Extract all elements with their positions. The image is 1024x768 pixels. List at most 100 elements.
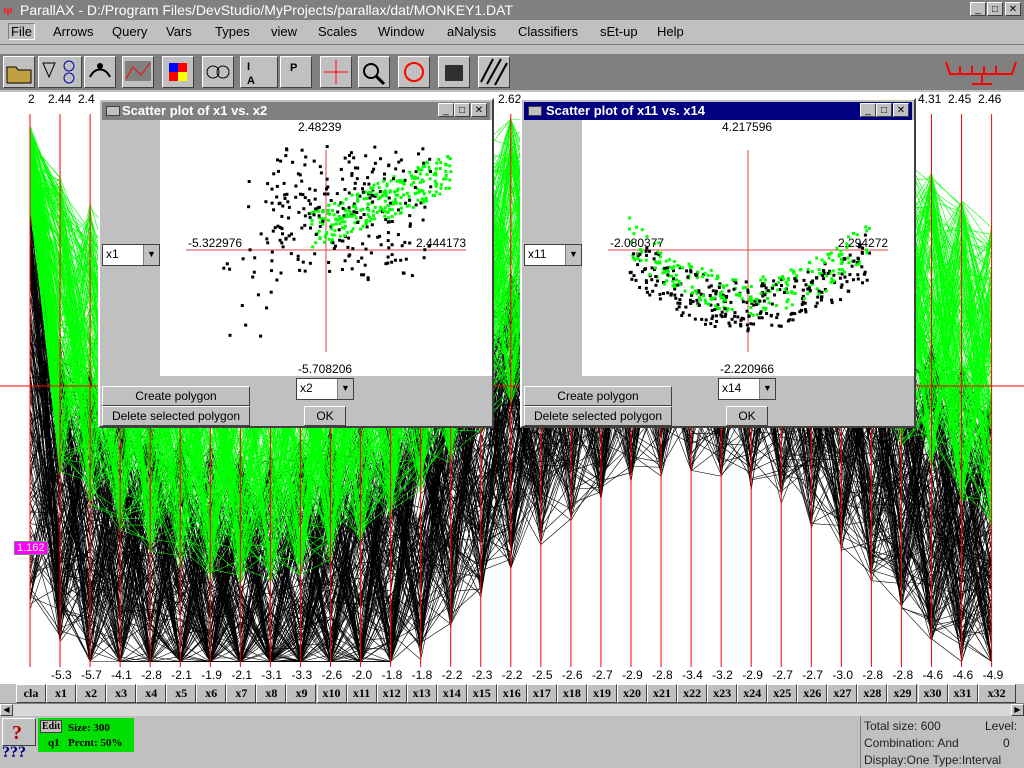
scatter-plot-area[interactable]: 2.48239 -5.708206 -5.322976 2.444173	[160, 120, 492, 376]
create-polygon-button[interactable]: Create polygon	[524, 386, 672, 406]
x-max-label: 2.444173	[416, 236, 467, 250]
axis-label-x23[interactable]: x23	[707, 684, 738, 703]
menu-vars[interactable]: Vars	[166, 24, 192, 39]
axis-label-x15[interactable]: x15	[466, 684, 497, 703]
rotate-icon[interactable]	[398, 56, 430, 88]
ok-button[interactable]: OK	[304, 406, 346, 426]
menu-types[interactable]: Types	[215, 24, 250, 39]
axis-label-x18[interactable]: x18	[556, 684, 587, 703]
horizontal-scrollbar[interactable]: ◀ ▶	[0, 703, 1024, 717]
minimize-button[interactable]: _	[970, 2, 986, 16]
menu-view[interactable]: view	[271, 24, 298, 39]
delete-polygon-button[interactable]: Delete selected polygon	[524, 406, 672, 426]
menu-setup[interactable]: sEt-up	[600, 24, 638, 39]
printer-icon[interactable]	[438, 56, 470, 88]
axis-label-x21[interactable]: x21	[647, 684, 678, 703]
dialog-minimize-button[interactable]: _	[860, 103, 876, 117]
dialog-close-button[interactable]: ✕	[471, 103, 487, 117]
top-tick: 2.44	[48, 92, 72, 106]
links-icon[interactable]	[202, 56, 234, 88]
scatter-dialog-x1-x2[interactable]: Scatter plot of x1 vs. x2 _ □ ✕ 2.48239 …	[98, 98, 494, 428]
axis-label-x11[interactable]: x11	[346, 684, 377, 703]
scatter-canvas[interactable]	[582, 120, 914, 376]
menu-window[interactable]: Window	[378, 24, 425, 39]
chevron-down-icon[interactable]: ▼	[337, 379, 353, 399]
axis-label-x8[interactable]: x8	[256, 684, 287, 703]
help-question-icon[interactable]: ?	[2, 718, 36, 746]
axis-label-x30[interactable]: x30	[917, 684, 948, 703]
chevron-down-icon[interactable]: ▼	[565, 245, 581, 265]
axis-label-x27[interactable]: x27	[827, 684, 858, 703]
pattern-icon[interactable]	[478, 56, 510, 88]
close-button[interactable]: ✕	[1005, 2, 1021, 16]
axis-label-x28[interactable]: x28	[857, 684, 888, 703]
axis-label-x24[interactable]: x24	[737, 684, 768, 703]
graph-icon[interactable]	[122, 56, 154, 88]
edit-button[interactable]: Edit	[40, 720, 63, 733]
axis-label-x20[interactable]: x20	[617, 684, 647, 703]
axis-label-x3[interactable]: x3	[106, 684, 137, 703]
axis-label-x5[interactable]: x5	[166, 684, 197, 703]
magnify-icon[interactable]	[358, 56, 390, 88]
bottom-tick: -3.2	[712, 668, 733, 682]
scatter-plot-area[interactable]: 4.217596 -2.220966 -2.080377 2.294272	[582, 120, 914, 376]
scatter-dialog-x11-x14[interactable]: Scatter plot of x11 vs. x14 _ □ ✕ 4.2175…	[520, 98, 916, 428]
ok-button[interactable]: OK	[726, 406, 768, 426]
axis-label-x17[interactable]: x17	[526, 684, 557, 703]
axis-label-cla[interactable]: cla	[16, 684, 46, 703]
axis-label-x4[interactable]: x4	[136, 684, 167, 703]
dialog-close-button[interactable]: ✕	[893, 103, 909, 117]
axis-label-x6[interactable]: x6	[196, 684, 227, 703]
cube-icon[interactable]	[162, 56, 194, 88]
axis-label-x29[interactable]: x29	[887, 684, 918, 703]
x-variable-select[interactable]: x11 ▼	[524, 244, 582, 266]
axis-label-x13[interactable]: x13	[406, 684, 437, 703]
delete-polygon-button[interactable]: Delete selected polygon	[102, 406, 250, 426]
chevron-down-icon[interactable]: ▼	[759, 379, 775, 399]
axis-label-x22[interactable]: x22	[677, 684, 708, 703]
dialog-maximize-button[interactable]: □	[454, 103, 470, 117]
scroll-left-icon[interactable]: ◀	[0, 704, 13, 716]
menu-analysis[interactable]: aNalysis	[447, 24, 497, 39]
axis-label-x14[interactable]: x14	[436, 684, 467, 703]
open-folder-icon[interactable]	[3, 56, 35, 88]
menu-file[interactable]: File	[8, 23, 35, 40]
dialog-title-bar[interactable]: Scatter plot of x11 vs. x14	[524, 102, 912, 120]
maximize-button[interactable]: □	[987, 2, 1003, 16]
what-is-icon[interactable]: ???	[2, 744, 26, 761]
marker-value-badge[interactable]: 1.162	[14, 541, 48, 555]
axis-label-x2[interactable]: x2	[76, 684, 107, 703]
axis-label-x9[interactable]: x9	[286, 684, 317, 703]
axis-label-x25[interactable]: x25	[767, 684, 798, 703]
menu-classifiers[interactable]: Classifiers	[518, 24, 578, 39]
y-variable-select[interactable]: x2 ▼	[296, 378, 354, 400]
y-variable-select[interactable]: x14 ▼	[718, 378, 776, 400]
axis-label-x16[interactable]: x16	[496, 684, 527, 703]
query-icon[interactable]	[84, 56, 116, 88]
chevron-down-icon[interactable]: ▼	[143, 245, 159, 265]
menu-query[interactable]: Query	[112, 24, 148, 39]
axis-label-x32[interactable]: x32	[977, 684, 1016, 703]
dialog-minimize-button[interactable]: _	[438, 103, 454, 117]
axis-label-x12[interactable]: x12	[376, 684, 407, 703]
dialog-title-bar[interactable]: Scatter plot of x1 vs. x2	[102, 102, 490, 120]
paint-icon[interactable]: P	[280, 56, 312, 88]
dialog-maximize-button[interactable]: □	[876, 103, 892, 117]
axis-label-x10[interactable]: x10	[316, 684, 347, 703]
filter-icon[interactable]	[38, 56, 82, 88]
axis-label-x7[interactable]: x7	[226, 684, 257, 703]
axis-label-x1[interactable]: x1	[46, 684, 77, 703]
axis-label-x31[interactable]: x31	[947, 684, 978, 703]
menu-scales[interactable]: Scales	[318, 24, 358, 39]
create-polygon-button[interactable]: Create polygon	[102, 386, 250, 406]
axis-label-x26[interactable]: x26	[797, 684, 828, 703]
window-title: ParallAX - D:/Program Files/DevStudio/My…	[20, 2, 514, 18]
menu-arrows[interactable]: Arrows	[53, 24, 94, 39]
crosshair-icon[interactable]	[320, 56, 352, 88]
scroll-right-icon[interactable]: ▶	[1011, 704, 1024, 716]
x-variable-select[interactable]: x1 ▼	[102, 244, 160, 266]
menu-help[interactable]: Help	[657, 24, 684, 39]
axis-label-x19[interactable]: x19	[586, 684, 617, 703]
scatter-canvas[interactable]	[160, 120, 492, 376]
